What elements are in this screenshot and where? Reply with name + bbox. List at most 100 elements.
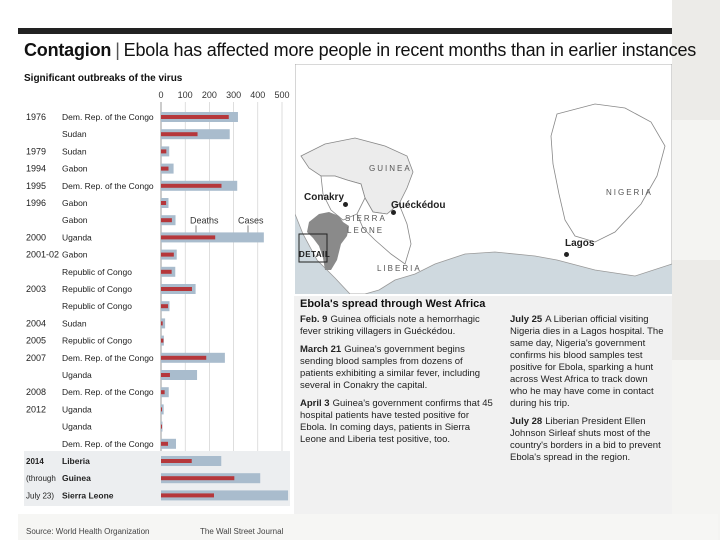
deaths-bar [161,115,229,119]
deaths-bar [161,459,192,463]
country-label: Sudan [62,318,87,328]
deaths-bar [161,493,214,498]
entry-text: Guinea's government confirms that 45 hos… [300,398,493,445]
country-label: Dem. Rep. of the Congo [62,181,154,191]
west-africa-map: GUINEA SIERRA LEONE LIBERIA NIGERIA Cona… [295,64,672,294]
title-bold: Contagion [24,40,112,60]
country-label: Dem. Rep. of the Congo [62,387,154,397]
deaths-bar [161,269,172,274]
entry-text: Guinea officials note a hemorrhagic feve… [300,314,480,337]
deaths-bar [161,287,192,291]
country-label: Guinea [62,473,91,483]
deaths-bar [161,183,222,188]
country-label: Dem. Rep. of the Congo [62,112,154,122]
timeline-title: Ebola's spread through West Africa [300,298,486,310]
map-shapes [295,64,672,294]
gueckedou-dot [391,210,396,215]
year-label: 1976 [26,112,46,122]
decoration-block [672,260,720,360]
country-label: Uganda [62,422,92,432]
nigeria-shape [550,103,666,243]
liberia-shape [356,197,412,265]
africa-locator-shape [307,212,349,270]
label-gueckedou: Guéckédou [391,200,446,211]
country-label: Dem. Rep. of the Congo [62,439,154,449]
year-label: 1994 [26,164,46,174]
country-label: Gabon [62,215,88,225]
country-label: Uganda [62,232,92,242]
label-conakry: Conakry [304,192,345,203]
slide-decoration-bottom [18,514,718,540]
year-label: 2014 [26,457,44,466]
year-label: 2005 [26,336,46,346]
deaths-bar [161,149,167,154]
label-guinea: GUINEA [369,164,412,173]
year-label: 2001-02 [26,250,59,260]
x-tick-label: 500 [274,90,289,100]
x-tick-label: 400 [250,90,265,100]
legend-deaths-label: Deaths [190,215,219,225]
page-title: Contagion | Ebola has affected more people… [24,40,696,61]
country-label: Sudan [62,129,87,139]
deaths-bar [161,132,198,137]
country-label: Republic of Congo [62,267,132,277]
label-nigeria: NIGERIA [606,188,653,197]
year-label: 2003 [26,284,46,294]
year-label: 2000 [26,232,46,242]
legend-cases-label: Cases [238,215,264,225]
country-label: Gabon [62,250,88,260]
deaths-bar [161,407,162,412]
timeline-entry: April 3 Guinea's government confirms that… [300,398,498,446]
top-rule [18,28,672,34]
timeline-right-column: July 25 A Liberian official visiting Nige… [510,314,666,470]
title-separator: | [115,40,120,60]
timeline-entry: July 28 Liberian President Ellen Johnson … [510,416,666,464]
label-sierra: SIERRA [345,214,387,223]
deaths-bar [161,304,169,309]
x-tick-label: 200 [202,90,217,100]
country-label: Republic of Congo [62,336,132,346]
timeline-entry: July 25 A Liberian official visiting Nige… [510,314,666,410]
entry-date: Feb. 9 [300,314,328,325]
x-tick-label: 100 [178,90,193,100]
cases-bar [161,370,198,380]
timeline-left-column: Feb. 9 Guinea officials note a hemorrhagi… [300,314,498,452]
deaths-bar [161,424,162,429]
country-label: Sierra Leone [62,490,114,500]
label-lagos: Lagos [565,238,595,249]
deaths-bar [161,321,163,326]
infographic: Contagion | Ebola has affected more people… [18,34,696,536]
deaths-bar [161,373,170,377]
country-label: Dem. Rep. of the Congo [62,353,154,363]
x-tick-label: 0 [158,90,163,100]
timeline-panel: Ebola's spread through West Africa Feb. … [294,296,672,514]
country-label: Gabon [62,164,88,174]
deaths-bar [161,476,235,481]
chart-source: Source: World Health Organization [26,527,150,536]
deaths-bar [161,201,167,205]
country-label: Uganda [62,404,92,414]
label-leone: LEONE [347,226,385,235]
title-rest: Ebola has affected more people in recent… [123,40,697,60]
label-detail: DETAIL [299,250,331,259]
cases-bar [161,387,169,398]
entry-date: July 25 [510,314,543,325]
timeline-entry: March 21 Guinea's government begins sendi… [300,344,498,392]
year-label: 2012 [26,404,46,414]
entry-text: Liberian President Ellen Johnson Sirleaf… [510,416,661,463]
chart-title: Significant outbreaks of the virus [24,73,183,84]
country-label: Republic of Congo [62,284,132,294]
year-label: 2004 [26,318,46,328]
outbreak-chart: Significant outbreaks of the virus 0 100 20… [24,73,290,506]
deaths-bar [161,338,164,343]
x-tick-label: 300 [226,90,241,100]
deaths-bar [161,235,216,240]
cases-bar [161,404,164,415]
cases-bar [161,318,166,329]
cases-bar [161,490,289,501]
chart-credit: The Wall Street Journal [200,527,284,536]
outbreak-chart-panel: Significant outbreaks of the virus 0 100 20… [24,68,290,536]
year-label: 2007 [26,353,46,363]
country-label: Republic of Congo [62,301,132,311]
deaths-bar [161,252,174,257]
